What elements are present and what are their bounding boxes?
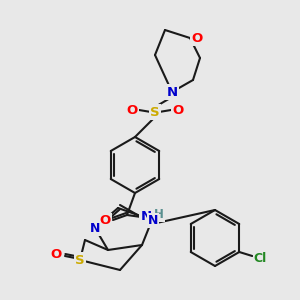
Text: S: S bbox=[150, 106, 160, 118]
Text: H: H bbox=[154, 208, 164, 221]
Text: Cl: Cl bbox=[254, 251, 267, 265]
Text: N: N bbox=[140, 211, 152, 224]
Text: O: O bbox=[50, 248, 62, 262]
Text: O: O bbox=[99, 214, 111, 227]
Text: S: S bbox=[75, 254, 85, 266]
Text: O: O bbox=[191, 32, 203, 44]
Text: N: N bbox=[167, 85, 178, 98]
Text: N: N bbox=[90, 221, 100, 235]
Text: O: O bbox=[126, 104, 138, 118]
Text: O: O bbox=[172, 104, 184, 118]
Text: N: N bbox=[148, 214, 158, 226]
